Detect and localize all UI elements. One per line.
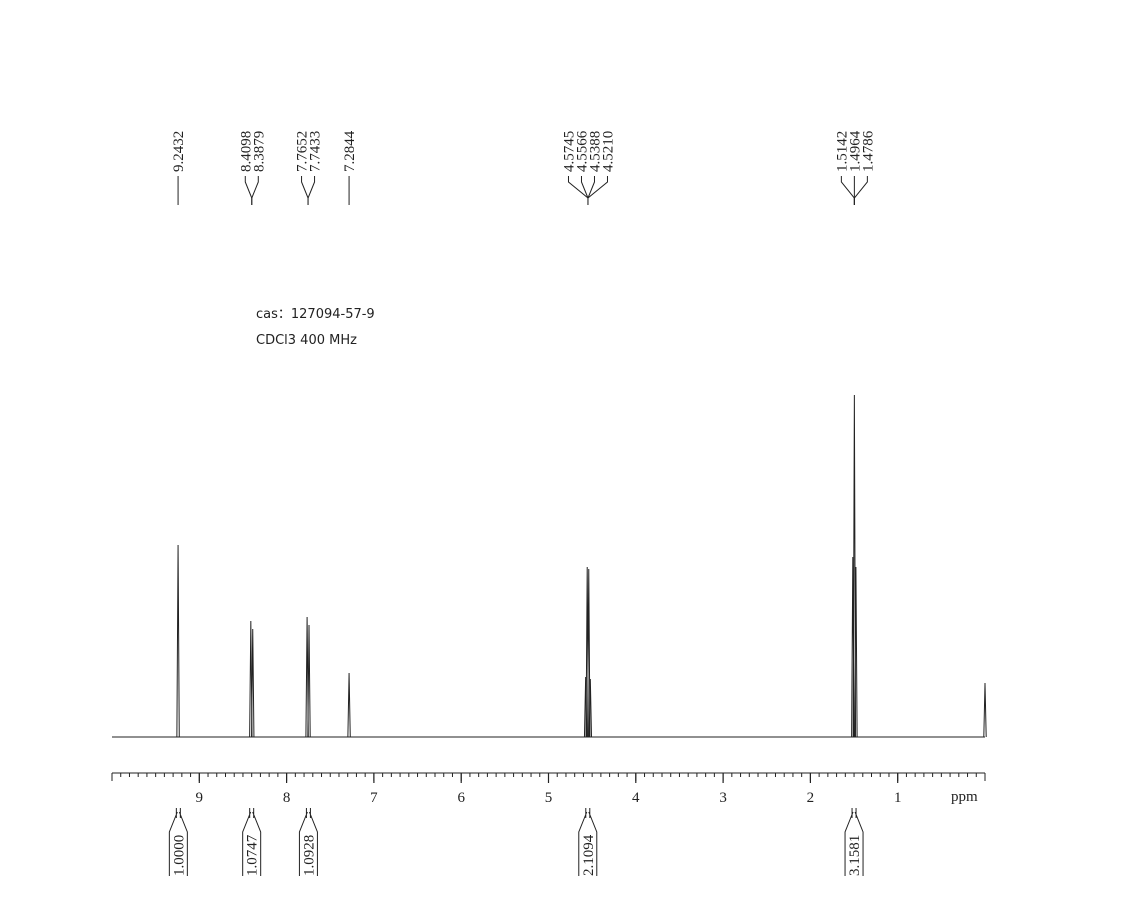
peak-label: 1.4964 bbox=[847, 130, 863, 172]
peak-label: 1.5142 bbox=[834, 131, 850, 172]
peak-label: 7.7652 bbox=[295, 131, 311, 172]
peak bbox=[307, 624, 311, 738]
peak-label: 8.3879 bbox=[251, 131, 267, 172]
peak bbox=[588, 678, 593, 738]
peak-label: 7.7433 bbox=[308, 131, 324, 172]
peak bbox=[176, 544, 180, 738]
peak-label: 4.5210 bbox=[600, 131, 616, 172]
x-tick-label: 6 bbox=[457, 790, 465, 806]
peak-label: 7.2844 bbox=[342, 130, 358, 172]
peak-label: 4.5745 bbox=[561, 131, 577, 172]
x-tick-label: 7 bbox=[370, 790, 378, 806]
integral-bracket bbox=[242, 808, 262, 876]
peak-connector bbox=[251, 176, 259, 205]
integral-label: 1.0000 bbox=[171, 835, 187, 876]
x-tick-label: 8 bbox=[283, 790, 291, 806]
integral-label: 1.0928 bbox=[301, 835, 317, 876]
integral-label: 2.1094 bbox=[581, 834, 597, 876]
peak-label: 1.4786 bbox=[860, 130, 876, 172]
peak-connector bbox=[587, 176, 595, 205]
peak bbox=[251, 628, 255, 738]
peak-label: 4.5388 bbox=[587, 131, 603, 172]
peak bbox=[983, 682, 987, 738]
peak-label: 8.4098 bbox=[238, 131, 254, 172]
peak-label: 9.2432 bbox=[171, 131, 187, 172]
peak-connector bbox=[840, 176, 855, 205]
x-tick-label: 3 bbox=[719, 790, 727, 806]
x-tick-label: 1 bbox=[894, 790, 902, 806]
integral-label: 1.0747 bbox=[245, 834, 261, 876]
peak bbox=[347, 672, 351, 738]
peak-connector bbox=[580, 176, 589, 205]
annotation: CDCl3 400 MHz bbox=[256, 333, 357, 348]
x-tick-label: 9 bbox=[196, 790, 204, 806]
integral-bracket bbox=[168, 808, 188, 876]
peak-connector bbox=[307, 176, 316, 205]
x-tick-label: 4 bbox=[632, 790, 640, 806]
integral-bracket bbox=[578, 808, 598, 876]
peak bbox=[854, 566, 858, 738]
x-tick-label: 5 bbox=[545, 790, 553, 806]
x-axis-label: ppm bbox=[951, 789, 978, 805]
integral-bracket bbox=[298, 808, 318, 876]
peak-label: 4.5566 bbox=[574, 130, 590, 172]
peak-connector bbox=[587, 176, 608, 205]
peak-connector bbox=[853, 176, 868, 205]
annotation: cas：127094-57-9 bbox=[256, 307, 375, 322]
x-tick-label: 2 bbox=[807, 790, 815, 806]
integral-label: 3.1581 bbox=[847, 835, 863, 876]
peak-connector bbox=[301, 176, 309, 205]
peak bbox=[587, 568, 591, 738]
integral-bracket bbox=[844, 808, 864, 876]
peak-connector bbox=[244, 176, 253, 205]
